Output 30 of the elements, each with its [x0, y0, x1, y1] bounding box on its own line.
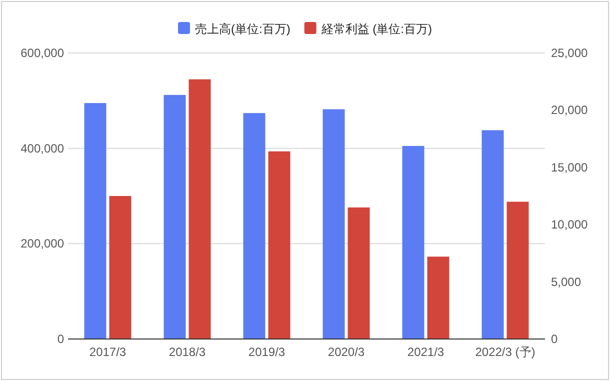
- bar: [427, 256, 450, 339]
- bar: [402, 146, 424, 339]
- bar: [348, 207, 370, 339]
- bar: [243, 113, 266, 339]
- y2-tick-label: 25,000: [551, 46, 588, 60]
- y2-tick-label: 0: [551, 332, 558, 346]
- x-tick-label: 2022/3 (予): [475, 345, 536, 359]
- y2-tick-label: 10,000: [551, 218, 588, 232]
- y-tick-label: 200,000: [20, 236, 64, 251]
- x-tick-label: 2018/3: [168, 345, 206, 359]
- bar: [268, 151, 290, 339]
- legend-label: 経常利益 (単位:百万): [320, 22, 432, 36]
- x-tick-label: 2017/3: [89, 345, 126, 359]
- y-tick-label: 400,000: [20, 141, 64, 156]
- y2-tick-label: 20,000: [551, 103, 588, 118]
- y2-tick-label: 5,000: [551, 274, 582, 289]
- y-tick-label: 0: [57, 332, 64, 346]
- x-tick-label: 2019/3: [248, 345, 286, 359]
- bar: [109, 196, 132, 339]
- bar: [506, 202, 529, 339]
- x-tick-label: 2020/3: [328, 345, 365, 359]
- y-tick-label: 600,000: [20, 46, 64, 60]
- bar: [84, 103, 106, 339]
- bar: [322, 109, 345, 339]
- bar: [482, 130, 504, 339]
- y2-tick-label: 15,000: [551, 160, 588, 174]
- legend-label: 売上高(単位:百万): [195, 22, 290, 36]
- x-tick-label: 2021/3: [407, 345, 444, 359]
- bar: [164, 94, 186, 339]
- bar: [188, 79, 211, 339]
